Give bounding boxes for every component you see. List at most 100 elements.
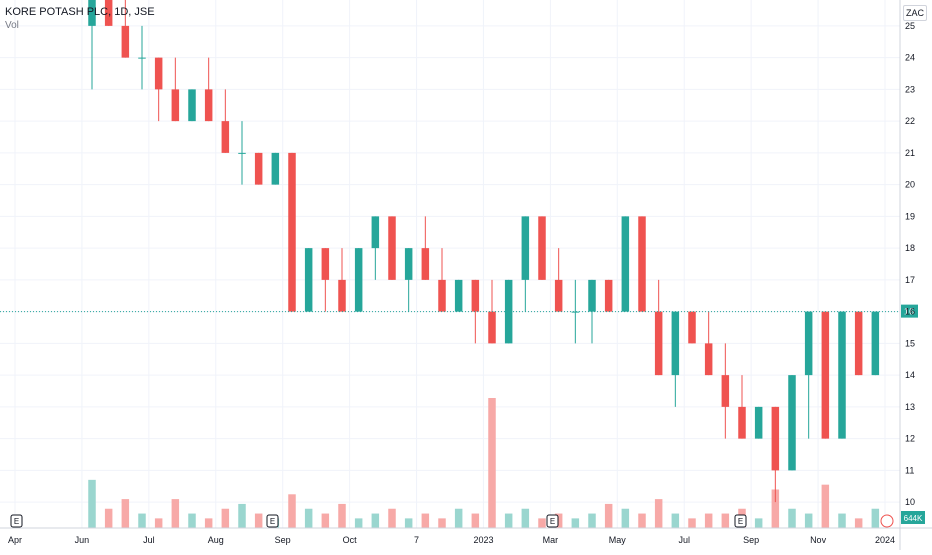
time-tick-label: Jun — [75, 535, 90, 545]
price-tick-label: 25 — [905, 21, 915, 31]
time-tick-label: 2024 — [875, 535, 895, 545]
volume-bar — [338, 503, 346, 528]
candle-body — [638, 216, 646, 312]
candle-body — [571, 311, 580, 313]
time-tick-label: Aug — [208, 535, 224, 545]
earnings-marker-label: E — [738, 517, 743, 526]
price-tick-label: 17 — [905, 275, 915, 285]
time-tick-label: 7 — [414, 535, 419, 545]
last-price-label: 16 — [904, 307, 914, 317]
candle-body — [138, 57, 146, 59]
candle-body — [471, 279, 480, 312]
candle-body — [338, 279, 346, 312]
volume-bar — [588, 513, 596, 528]
chart-legend: KORE POTASH PLC, 1D, JSE Vol — [5, 6, 155, 32]
last-price-line: 16 644K — [0, 304, 925, 524]
price-tick-label: 24 — [905, 53, 915, 63]
candle-body — [154, 57, 163, 90]
candle-body — [588, 279, 596, 312]
candle-body — [754, 406, 763, 439]
candle-body — [688, 311, 696, 344]
price-tick-label: 20 — [905, 180, 915, 190]
earnings-marker[interactable] — [546, 514, 559, 528]
price-tick-label: 22 — [905, 116, 915, 126]
volume-bar — [538, 518, 546, 528]
earnings-marker[interactable] — [266, 514, 279, 528]
volume-bar — [204, 518, 213, 528]
volume-bar — [604, 503, 613, 528]
candle-body — [288, 152, 296, 312]
volume-bar — [454, 508, 463, 528]
last-volume-badge — [901, 511, 925, 524]
price-tick-label: 21 — [905, 148, 915, 158]
price-tick-label: 18 — [905, 243, 915, 253]
candle-body — [804, 311, 813, 376]
volume-bar — [171, 499, 180, 528]
candle-body — [854, 311, 863, 376]
time-tick-label: Jul — [678, 535, 690, 545]
volume-bar — [371, 513, 380, 528]
candle-body — [504, 279, 513, 344]
lightning-icon[interactable] — [880, 514, 894, 528]
price-tick-label: 12 — [905, 434, 915, 444]
symbol-title[interactable]: KORE POTASH PLC, 1D, JSE — [5, 6, 155, 18]
volume-bar — [504, 513, 513, 528]
volume-bar — [121, 499, 130, 528]
earnings-marker[interactable] — [10, 514, 23, 528]
time-tick-label: Jul — [143, 535, 155, 545]
candle-body — [654, 311, 663, 376]
volume-bar — [221, 508, 230, 528]
price-tick-label: 10 — [905, 497, 915, 507]
currency-badge[interactable]: ZAC — [903, 5, 927, 21]
time-tick-label: Apr — [8, 535, 22, 545]
volume-bar — [671, 513, 680, 528]
volume-bar — [521, 508, 530, 528]
candle-body — [838, 311, 846, 439]
earnings-marker[interactable] — [734, 514, 747, 528]
volume-bar — [788, 508, 796, 528]
volume-bar — [104, 508, 113, 528]
price-tick-label: 14 — [905, 370, 915, 380]
candle-body — [104, 0, 113, 26]
volume-bar — [488, 398, 496, 528]
grid — [0, 0, 900, 528]
candle-body — [821, 311, 830, 439]
earnings-marker-label: E — [270, 517, 275, 526]
volume-bar — [638, 513, 646, 528]
candle-body — [621, 216, 630, 312]
time-tick-label: Sep — [743, 535, 759, 545]
candle-body — [171, 89, 180, 122]
volume-bar — [304, 508, 313, 528]
price-tick-label: 11 — [905, 465, 914, 475]
volume-bar — [721, 513, 730, 528]
volume-bar — [754, 518, 763, 528]
candle-body — [604, 279, 613, 312]
volume-bar — [288, 494, 296, 528]
candle-body — [238, 152, 246, 154]
volume-bar — [188, 513, 196, 528]
candle-body — [354, 248, 363, 312]
volume-bar — [854, 518, 863, 528]
time-tick-label: 2023 — [473, 535, 493, 545]
time-tick-label: Sep — [275, 535, 291, 545]
last-volume-label: 644K — [904, 514, 923, 523]
volume-label[interactable]: Vol — [5, 20, 19, 31]
candle-body — [88, 0, 96, 26]
volume-bar — [88, 479, 96, 528]
candle-body — [438, 279, 446, 312]
volume-bar — [654, 499, 663, 528]
candle-body — [404, 248, 413, 280]
candle-body — [871, 311, 880, 376]
candle-body — [421, 248, 430, 280]
time-tick-label: Oct — [343, 535, 358, 545]
candle-body — [254, 152, 263, 185]
volume-bar — [871, 508, 880, 528]
time-tick-label: Nov — [810, 535, 827, 545]
candle-body — [388, 216, 396, 280]
price-tick-label: 19 — [905, 211, 915, 221]
price-tick-label: 23 — [905, 84, 915, 94]
candle-body — [521, 216, 530, 280]
